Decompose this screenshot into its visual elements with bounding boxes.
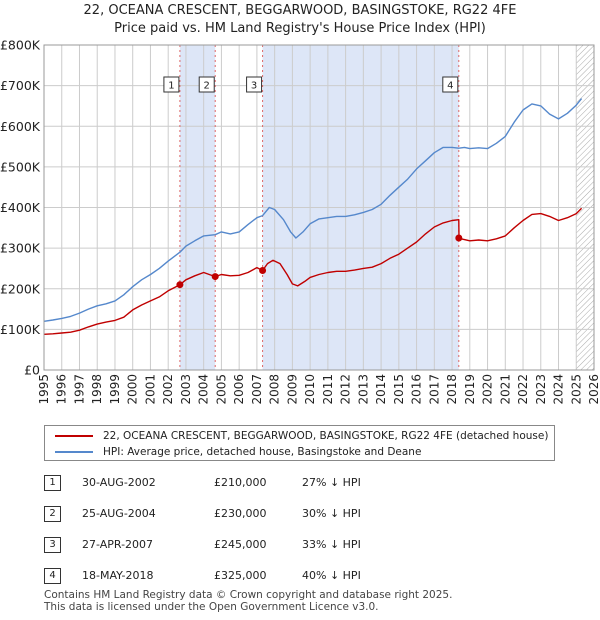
footer-copyright: Contains HM Land Registry data © Crown c… bbox=[44, 589, 453, 601]
y-tick-label: £500K bbox=[0, 159, 41, 174]
sale-hpi-diff: 40% ↓ HPI bbox=[302, 569, 361, 582]
price-chart: 1 2 3 4 £0 £100K £200K £300K £400K £500K £600K £70… bbox=[0, 38, 600, 405]
sale-price: £245,000 bbox=[214, 538, 267, 551]
property-line-swatch bbox=[55, 435, 93, 437]
y-tick-label: £700K bbox=[0, 78, 41, 93]
x-tick-label: 2015 bbox=[392, 374, 406, 405]
x-tick-label: 2002 bbox=[161, 374, 175, 405]
x-tick-label: 2018 bbox=[445, 374, 459, 405]
x-tick-label: 1997 bbox=[72, 374, 86, 405]
sale-hpi-diff: 33% ↓ HPI bbox=[302, 538, 361, 551]
sale-date: 18-MAY-2018 bbox=[82, 569, 154, 582]
y-tick-label: £100K bbox=[0, 322, 41, 337]
sale-number-badge: 1 bbox=[44, 475, 61, 491]
sale-label-text: 3 bbox=[251, 81, 257, 92]
legend-label-property: 22, OCEANA CRESCENT, BEGGARWOOD, BASINGS… bbox=[103, 430, 549, 442]
sale-label-box bbox=[163, 76, 180, 93]
sale-number-badge: 3 bbox=[44, 537, 61, 553]
y-tick-label: £0 bbox=[24, 363, 40, 378]
sale-date: 25-AUG-2004 bbox=[82, 507, 156, 520]
x-tick-label: 2023 bbox=[534, 374, 548, 405]
x-tick-label: 2007 bbox=[250, 374, 264, 405]
footer-licence: This data is licensed under the Open Gov… bbox=[44, 601, 379, 613]
sale-point bbox=[455, 234, 463, 242]
y-tick-label: £200K bbox=[0, 281, 41, 296]
legend-item-property: 22, OCEANA CRESCENT, BEGGARWOOD, BASINGS… bbox=[55, 428, 548, 444]
sale-hpi-diff: 27% ↓ HPI bbox=[302, 476, 361, 489]
x-tick-label: 2011 bbox=[321, 374, 335, 405]
x-tick-label: 2016 bbox=[410, 374, 424, 405]
sale-date: 27-APR-2007 bbox=[82, 538, 154, 551]
y-tick-label: £400K bbox=[0, 200, 41, 215]
sale-number-badge: 4 bbox=[44, 568, 61, 584]
x-tick-label: 2013 bbox=[356, 374, 370, 405]
chart-subtitle: Price paid vs. HM Land Registry's House … bbox=[114, 21, 486, 36]
x-tick-label: 2004 bbox=[197, 374, 211, 405]
x-tick-label: 2010 bbox=[303, 374, 317, 405]
sale-point bbox=[259, 266, 267, 274]
sale-point bbox=[176, 281, 184, 289]
legend: 22, OCEANA CRESCENT, BEGGARWOOD, BASINGS… bbox=[44, 425, 555, 461]
x-tick-label: 1998 bbox=[90, 374, 104, 405]
sale-label-text: 1 bbox=[168, 81, 174, 92]
x-tick-label: 2012 bbox=[339, 374, 353, 405]
sale-label-text: 4 bbox=[447, 81, 453, 92]
sale-label-box bbox=[246, 76, 263, 93]
x-tick-label: 2003 bbox=[179, 374, 193, 405]
plot-frame bbox=[43, 44, 595, 371]
x-tick-label: 2026 bbox=[587, 374, 600, 405]
hpi-line bbox=[43, 98, 583, 322]
table-row: 1 30-AUG-2002 £210,000 27% ↓ HPI bbox=[44, 474, 384, 492]
x-tick-label: 1996 bbox=[55, 374, 69, 405]
x-tick-label: 1999 bbox=[108, 374, 122, 405]
sale-point bbox=[211, 273, 219, 281]
sale-hpi-diff: 30% ↓ HPI bbox=[302, 507, 361, 520]
property-price-line bbox=[43, 207, 583, 335]
x-tick-label: 2017 bbox=[427, 374, 441, 405]
chart-title: 22, OCEANA CRESCENT, BEGGARWOOD, BASINGS… bbox=[83, 3, 517, 18]
x-tick-label: 2000 bbox=[126, 374, 140, 405]
table-row: 2 25-AUG-2004 £230,000 30% ↓ HPI bbox=[44, 505, 384, 523]
table-row: 4 18-MAY-2018 £325,000 40% ↓ HPI bbox=[44, 567, 384, 585]
x-tick-label: 2025 bbox=[569, 374, 583, 405]
sale-date: 30-AUG-2002 bbox=[82, 476, 156, 489]
x-tick-label: 2001 bbox=[143, 374, 157, 405]
x-tick-label: 2009 bbox=[285, 374, 299, 405]
x-tick-label: 2006 bbox=[232, 374, 246, 405]
x-tick-label: 2008 bbox=[268, 374, 282, 405]
x-tick-label: 2020 bbox=[481, 374, 495, 405]
sale-price: £230,000 bbox=[214, 507, 267, 520]
legend-item-hpi: HPI: Average price, detached house, Basi… bbox=[55, 444, 421, 460]
y-tick-label: £300K bbox=[0, 241, 41, 256]
legend-label-hpi: HPI: Average price, detached house, Basi… bbox=[103, 446, 422, 458]
x-tick-label: 2024 bbox=[552, 374, 566, 405]
sale-label-box bbox=[442, 76, 459, 93]
x-tick-label: 2014 bbox=[374, 374, 388, 405]
x-tick-label: 2005 bbox=[214, 374, 228, 405]
x-tick-label: 1995 bbox=[37, 374, 51, 405]
table-row: 3 27-APR-2007 £245,000 33% ↓ HPI bbox=[44, 536, 384, 554]
sale-label-box bbox=[198, 76, 215, 93]
sale-price: £325,000 bbox=[214, 569, 267, 582]
x-tick-label: 2021 bbox=[498, 374, 512, 405]
sale-label-text: 2 bbox=[204, 81, 210, 92]
y-tick-label: £800K bbox=[0, 38, 41, 53]
sale-price: £210,000 bbox=[214, 476, 267, 489]
sale-number-badge: 2 bbox=[44, 506, 61, 522]
y-tick-label: £600K bbox=[0, 119, 41, 134]
x-tick-label: 2019 bbox=[463, 374, 477, 405]
x-tick-label: 2022 bbox=[516, 374, 530, 405]
hpi-line-swatch bbox=[55, 451, 93, 453]
